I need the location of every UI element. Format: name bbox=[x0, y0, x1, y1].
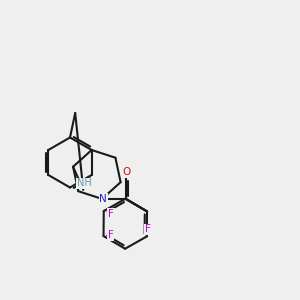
Text: F: F bbox=[145, 224, 151, 234]
Text: O: O bbox=[122, 167, 130, 177]
Text: F: F bbox=[108, 230, 113, 240]
Text: N: N bbox=[99, 194, 107, 204]
Text: NH: NH bbox=[77, 178, 92, 188]
Text: F: F bbox=[108, 208, 114, 219]
